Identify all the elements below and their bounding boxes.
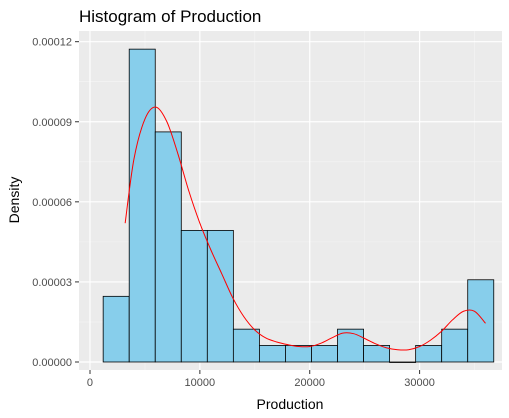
y-tick-label: 0.00006 [32,197,72,209]
x-axis-title: Production [257,396,324,412]
histogram-bar [102,295,130,363]
histogram-bar [415,345,443,363]
x-tick-label: 10000 [185,377,216,389]
histogram-bar [311,345,338,363]
x-tick-label: 0 [87,377,93,389]
histogram-bar [467,279,495,363]
axes: 0.00000 0.00003 0.00006 0.00009 0.00012 0 1000… [32,37,435,389]
y-tick-label: 0.00000 [32,357,72,369]
histogram-bar [154,131,182,363]
y-tick-label: 0.00003 [32,277,72,289]
y-tick-label: 0.00009 [32,117,72,129]
x-tick-label: 30000 [404,377,435,389]
density-curve-layer [124,106,486,351]
histogram-bar [441,328,469,363]
histogram-bars [102,48,495,363]
histogram-bar [363,345,391,363]
histogram-bar [337,328,364,363]
histogram-bar [389,361,417,363]
chart-title: Histogram of Production [79,7,261,26]
y-tick-label: 0.00012 [32,37,72,49]
histogram-bar [128,48,156,363]
y-axis-title: Density [6,177,22,224]
x-tick-label: 20000 [294,377,325,389]
density-curve [124,106,486,351]
histogram-bar [259,345,286,363]
histogram-bar [180,229,208,363]
histogram-bar [285,345,312,363]
histogram-bar [232,328,260,363]
